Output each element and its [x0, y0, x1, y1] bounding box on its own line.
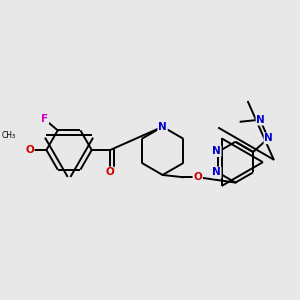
Text: CH₃: CH₃ — [2, 131, 16, 140]
Text: O: O — [105, 167, 114, 177]
Text: O: O — [25, 145, 34, 155]
Text: N: N — [256, 115, 265, 125]
Text: O: O — [194, 172, 202, 182]
Text: methoxy: methoxy — [15, 139, 21, 140]
Text: N: N — [212, 167, 221, 177]
Text: N: N — [158, 122, 167, 132]
Text: N: N — [265, 133, 273, 143]
Text: F: F — [41, 114, 48, 124]
Text: N: N — [212, 146, 221, 156]
